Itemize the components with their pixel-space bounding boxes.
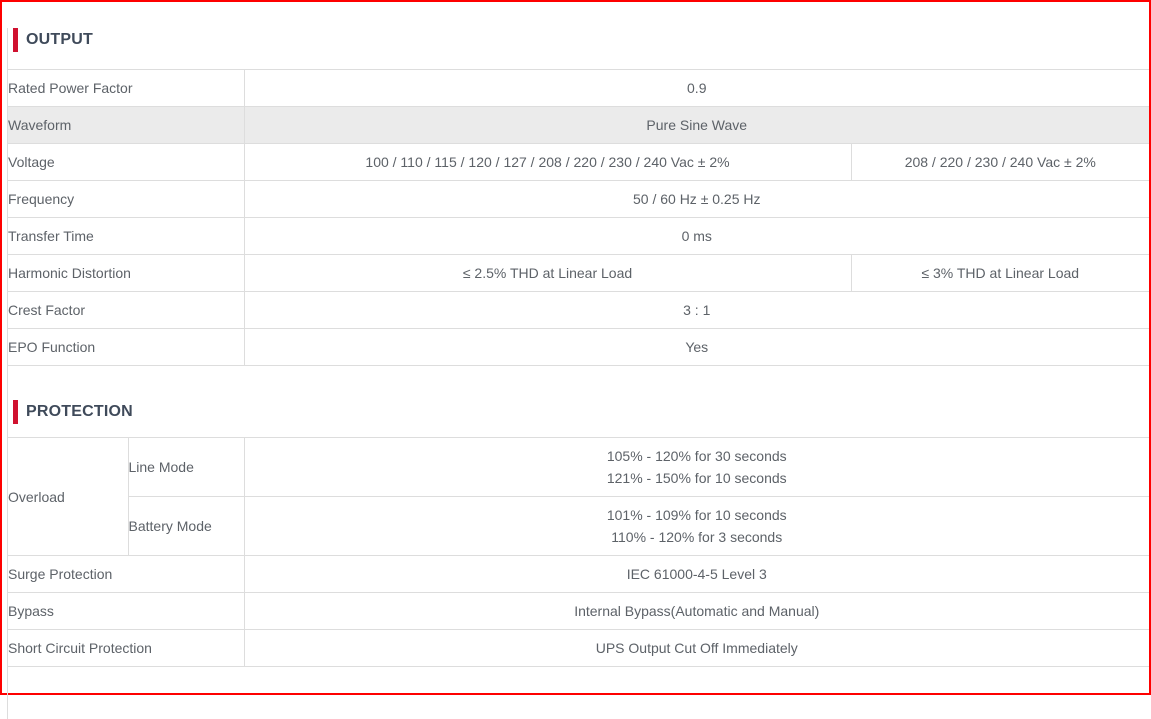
- row-value-secondary: 208 / 220 / 230 / 240 Vac ± 2%: [850, 143, 1149, 181]
- table-row-rated-power-factor: Rated Power Factor 0.9: [8, 69, 1149, 107]
- empty-cell: [8, 666, 1149, 683]
- row-value: ≤ 2.5% THD at Linear Load: [243, 254, 852, 292]
- table-row-overload-battery-mode: Battery Mode 101% - 109% for 10 seconds …: [8, 496, 1149, 556]
- section-title-output: OUTPUT: [26, 31, 93, 48]
- table-row-bypass: Bypass Internal Bypass(Automatic and Man…: [8, 592, 1149, 630]
- content-area: OUTPUT Rated Power Factor 0.9 Waveform P…: [7, 28, 1149, 719]
- section-title-protection: PROTECTION: [26, 403, 133, 420]
- row-value: 105% - 120% for 30 seconds 121% - 150% f…: [243, 437, 1149, 497]
- table-row-crest-factor: Crest Factor 3 : 1: [8, 291, 1149, 329]
- row-label: Waveform: [8, 106, 245, 144]
- row-label: Rated Power Factor: [8, 69, 245, 107]
- row-label: Transfer Time: [8, 217, 245, 255]
- row-label: Bypass: [8, 592, 245, 630]
- row-value: Internal Bypass(Automatic and Manual): [243, 592, 1149, 630]
- protection-spec-table: Overload Line Mode 105% - 120% for 30 se…: [8, 437, 1149, 683]
- row-value: 0 ms: [243, 217, 1149, 255]
- section-header-protection: PROTECTION: [13, 400, 1149, 424]
- row-value: Pure Sine Wave: [243, 106, 1149, 144]
- table-row-overload-line-mode: Overload Line Mode 105% - 120% for 30 se…: [8, 437, 1149, 556]
- table-row-transfer-time: Transfer Time 0 ms: [8, 217, 1149, 255]
- row-value: UPS Output Cut Off Immediately: [243, 629, 1149, 667]
- row-value: 100 / 110 / 115 / 120 / 127 / 208 / 220 …: [243, 143, 852, 181]
- red-accent-bar-icon: [13, 28, 18, 52]
- table-row-frequency: Frequency 50 / 60 Hz ± 0.25 Hz: [8, 180, 1149, 218]
- value-line-1: 101% - 109% for 10 seconds: [606, 507, 787, 523]
- row-sublabel: Battery Mode: [128, 496, 245, 556]
- row-value: 50 / 60 Hz ± 0.25 Hz: [243, 180, 1149, 218]
- value-line-2: 110% - 120% for 3 seconds: [611, 529, 783, 545]
- output-spec-table: Rated Power Factor 0.9 Waveform Pure Sin…: [8, 69, 1149, 366]
- row-sublabel: Line Mode: [127, 437, 245, 497]
- red-accent-bar-icon: [13, 400, 18, 424]
- row-label: Voltage: [8, 143, 245, 181]
- value-line-2: 121% - 150% for 10 seconds: [606, 470, 787, 486]
- table-row-empty: [8, 666, 1149, 683]
- row-value: Yes: [243, 328, 1149, 366]
- table-row-voltage: Voltage 100 / 110 / 115 / 120 / 127 / 20…: [8, 143, 1149, 181]
- table-row-short-circuit-protection: Short Circuit Protection UPS Output Cut …: [8, 629, 1149, 667]
- table-row-epo-function: EPO Function Yes: [8, 328, 1149, 366]
- row-label: Frequency: [8, 180, 245, 218]
- row-value: IEC 61000-4-5 Level 3: [243, 555, 1149, 593]
- table-row-surge-protection: Surge Protection IEC 61000-4-5 Level 3: [8, 555, 1149, 593]
- row-value: 3 : 1: [243, 291, 1149, 329]
- table-row-harmonic-distortion: Harmonic Distortion ≤ 2.5% THD at Linear…: [8, 254, 1149, 292]
- row-label: Crest Factor: [8, 291, 245, 329]
- section-header-output: OUTPUT: [13, 28, 1149, 52]
- row-label-overload: Overload: [8, 437, 129, 556]
- row-value: 101% - 109% for 10 seconds 110% - 120% f…: [243, 496, 1149, 556]
- row-label: Surge Protection: [8, 555, 245, 593]
- row-label: Short Circuit Protection: [8, 629, 245, 667]
- table-row-waveform: Waveform Pure Sine Wave: [8, 106, 1149, 144]
- row-label: EPO Function: [8, 328, 245, 366]
- value-line-1: 105% - 120% for 30 seconds: [606, 448, 787, 464]
- row-label: Harmonic Distortion: [8, 254, 245, 292]
- row-value: 0.9: [243, 69, 1149, 107]
- row-value-secondary: ≤ 3% THD at Linear Load: [850, 254, 1149, 292]
